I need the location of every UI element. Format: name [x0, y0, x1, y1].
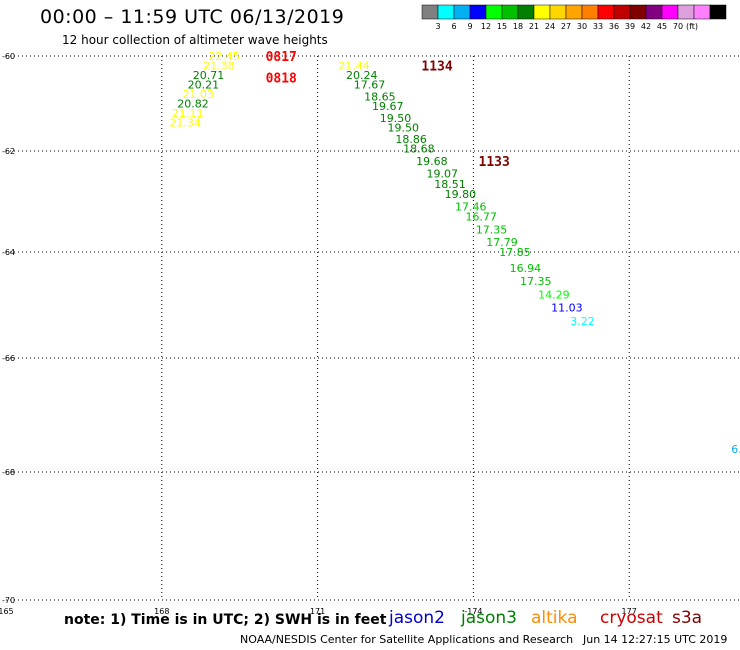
y-tick-label: -70: [2, 596, 15, 605]
colorbar-swatch: [581, 4, 599, 20]
colorbar-swatch: [565, 4, 583, 20]
x-tick-label: 165: [0, 607, 14, 616]
colorbar-swatch: [517, 4, 535, 20]
data-point-label: 19.68: [416, 155, 448, 168]
axis-ticks: 165 168 171 -174 177 -60 -62 -64 -66 -68 -70: [0, 52, 637, 616]
data-point-label: 11.03: [551, 302, 583, 315]
data-point-label: 20.82: [177, 98, 209, 111]
data-point-label: 18.68: [403, 143, 435, 156]
data-point-label: 19.80: [445, 188, 477, 201]
y-tick-label: -66: [2, 354, 15, 363]
time-label: 0817: [266, 50, 297, 65]
footer-timestamp: Jun 14 12:27:15 UTC 2019: [583, 633, 728, 646]
colorbar-label: 24: [545, 22, 555, 31]
data-point-label: 16.77: [465, 211, 497, 224]
colorbar-swatch: [629, 4, 647, 20]
data-point-label: 17.67: [354, 79, 386, 92]
colorbar-label: 15: [497, 22, 507, 31]
colorbar-label: 27: [561, 22, 571, 31]
y-tick-label: -62: [2, 147, 15, 156]
data-point-label: 22.45: [208, 50, 240, 63]
data-point-label: 17.35: [520, 275, 552, 288]
colorbar-label: 39: [625, 22, 635, 31]
x-tick-label: 168: [154, 607, 169, 616]
data-point-label: 20.71: [193, 69, 225, 82]
colorbar-swatch: [549, 4, 567, 20]
data-point-label: 17.46: [455, 201, 487, 214]
colorbar-swatch: [677, 4, 695, 20]
colorbar-swatch: [421, 4, 439, 20]
colorbar-label: 3: [435, 22, 440, 31]
colorbar-swatch: [661, 4, 679, 20]
data-point-label: 20.24: [346, 69, 378, 82]
legend-item-altika: altika: [531, 608, 578, 628]
legend-item-jason2: jason2: [389, 608, 445, 628]
data-point-label: 19.50: [388, 121, 420, 134]
time-label: 0818: [266, 71, 297, 86]
data-point-label: 17.79: [486, 236, 518, 249]
note-text: note: 1) Time is in UTC; 2) SWH is in fe…: [64, 612, 387, 628]
legend-item-jason3: jason3: [461, 608, 517, 628]
data-point-label: 21.44: [338, 60, 370, 73]
colorbar-swatch: [501, 4, 519, 20]
colorbar: 3 6 9 12 15 18 21 24 27 30 33 36 39 42 45 70 (ft): [421, 4, 727, 31]
x-tick-label: -174: [464, 607, 482, 616]
colorbar-label: 45: [657, 22, 667, 31]
data-point-label: 19.07: [426, 168, 458, 181]
y-tick-label: -68: [2, 468, 15, 477]
data-point-label: 19.67: [372, 100, 404, 113]
data-point-label: 3.22: [570, 315, 595, 328]
time-labels: 0817 0818 1134 1133: [266, 50, 510, 170]
colorbar-label: 9: [467, 22, 472, 31]
colorbar-swatch: [437, 4, 455, 20]
footer-credit: NOAA/NESDIS Center for Satellite Applica…: [240, 633, 574, 646]
data-point-label: 20.21: [188, 79, 220, 92]
y-tick-label: -64: [2, 248, 15, 257]
colorbar-swatch: [469, 4, 487, 20]
data-point-label: 6.31: [731, 443, 740, 456]
data-points: 22.4521.3820.7120.2121.0320.8221.1121.34…: [169, 50, 740, 456]
colorbar-label: 70: [673, 22, 683, 31]
data-point-label: 21.34: [169, 117, 201, 130]
page-subtitle: 12 hour collection of altimeter wave hei…: [62, 33, 328, 47]
time-label: 1133: [479, 155, 510, 170]
y-tick-label: -60: [2, 52, 15, 61]
data-point-label: 18.51: [434, 178, 466, 191]
colorbar-label: 12: [481, 22, 491, 31]
colorbar-unit: (ft): [686, 22, 698, 31]
colorbar-swatch: [613, 4, 631, 20]
colorbar-swatch: [597, 4, 615, 20]
data-point-label: 17.35: [476, 223, 508, 236]
colorbar-label: 21: [529, 22, 539, 31]
colorbar-label: 30: [577, 22, 587, 31]
data-point-label: 16.94: [510, 262, 542, 275]
colorbar-label: 33: [593, 22, 603, 31]
grid: [6, 55, 740, 601]
colorbar-label: 6: [451, 22, 456, 31]
x-tick-label: 171: [310, 607, 325, 616]
legend-item-s3a: s3a: [672, 608, 703, 628]
time-label: 1134: [421, 60, 452, 75]
colorbar-swatch: [645, 4, 663, 20]
colorbar-label: 36: [609, 22, 619, 31]
data-point-label: 18.86: [395, 133, 427, 146]
legend-item-cryosat: cryosat: [600, 608, 663, 628]
data-point-label: 18.65: [364, 90, 396, 103]
colorbar-swatch: [453, 4, 471, 20]
page-title: 00:00 – 11:59 UTC 06/13/2019: [40, 6, 345, 28]
colorbar-swatch: [485, 4, 503, 20]
data-point-label: 19.50: [380, 112, 412, 125]
data-point-label: 21.38: [203, 60, 235, 73]
x-tick-label: 177: [622, 607, 637, 616]
colorbar-swatch: [693, 4, 711, 20]
colorbar-label: 42: [641, 22, 651, 31]
colorbar-swatch: [709, 4, 727, 20]
colorbar-swatch: [533, 4, 551, 20]
data-point-label: 14.29: [538, 288, 570, 301]
data-point-label: 21.11: [172, 107, 204, 120]
colorbar-label: 18: [513, 22, 523, 31]
data-point-label: 17.85: [499, 246, 531, 259]
data-point-label: 21.03: [182, 88, 214, 101]
